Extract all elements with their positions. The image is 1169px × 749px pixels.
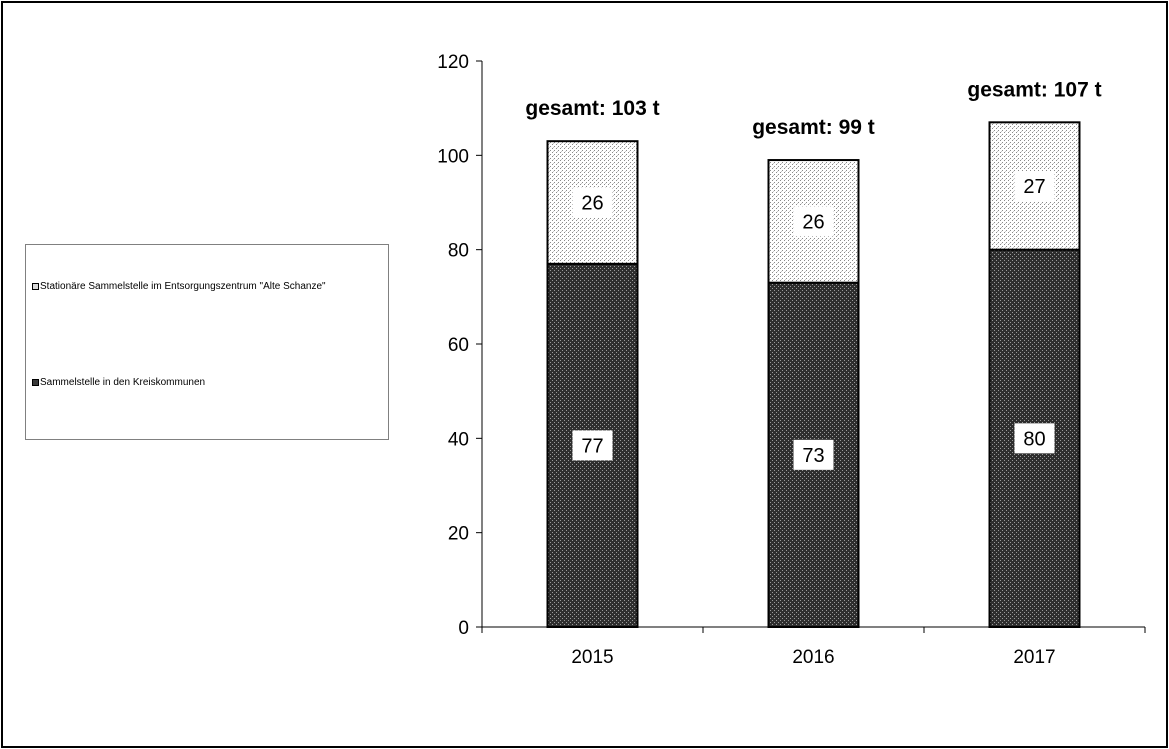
data-label-2015-series-0: 77 [581,435,603,457]
total-label-2015: gesamt: 103 t [525,97,659,120]
x-tick-label-2015: 2015 [571,647,613,668]
data-label-2015-series-1: 26 [581,193,603,215]
x-tick-label-2016: 2016 [792,647,834,668]
legend-item-stationaere-sammelstelle: Stationäre Sammelstelle im Entsorgungsze… [32,281,386,292]
legend: Stationäre Sammelstelle im Entsorgungsze… [25,244,389,440]
data-label-bg-2017-series-0 [1014,423,1055,454]
y-tick-label-40: 40 [448,429,469,450]
data-label-2016-series-0: 73 [802,445,824,467]
legend-swatch-light [32,283,39,290]
data-label-2016-series-1: 26 [802,211,824,233]
y-tick-label-120: 120 [437,52,469,73]
data-label-bg-2017-series-1 [1014,170,1055,201]
legend-swatch-dark [32,379,39,386]
data-label-bg-2015-series-1 [572,187,613,218]
y-tick-label-60: 60 [448,335,469,356]
total-label-2017: gesamt: 107 t [967,78,1101,101]
data-label-bg-2016-series-0 [793,439,834,470]
total-label-2016: gesamt: 99 t [752,116,875,139]
data-label-bg-2016-series-1 [793,206,834,237]
legend-item-kreiskommunen: Sammelstelle in den Kreiskommunen [32,377,386,388]
bars [546,121,1081,629]
y-tick-label-20: 20 [448,524,469,545]
legend-label-stationaere-sammelstelle: Stationäre Sammelstelle im Entsorgungsze… [40,281,326,292]
y-tick-label-80: 80 [448,241,469,262]
data-label-2017-series-1: 27 [1023,176,1045,198]
x-tick-label-2017: 2017 [1013,647,1055,668]
y-tick-label-0: 0 [458,618,469,639]
data-label-2017-series-0: 80 [1023,428,1045,450]
legend-label-kreiskommunen: Sammelstelle in den Kreiskommunen [40,377,206,388]
y-tick-label-100: 100 [437,146,469,167]
data-labels: 77 26 gesamt: 103 t 73 26 gesamt: 99 t 80 27 ges… [525,78,1102,470]
data-label-bg-2015-series-0 [572,430,613,461]
